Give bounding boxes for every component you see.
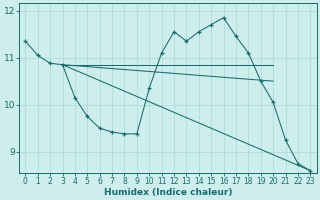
X-axis label: Humidex (Indice chaleur): Humidex (Indice chaleur) (104, 188, 232, 197)
